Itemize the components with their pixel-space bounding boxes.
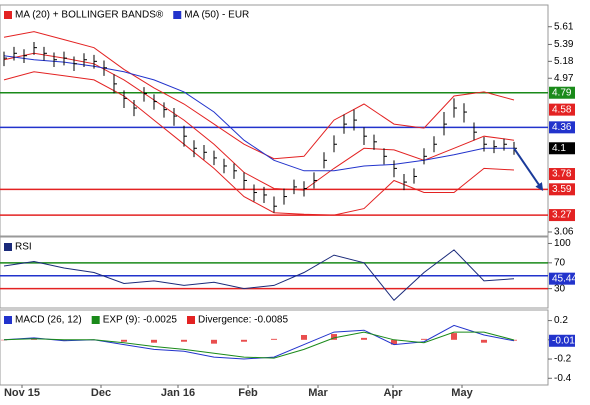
series-line bbox=[3, 249, 515, 302]
label-box bbox=[549, 272, 575, 285]
level-label: -0.01 bbox=[552, 335, 575, 346]
y-tick-label: 5.61 bbox=[554, 21, 574, 32]
divergence-bar bbox=[391, 339, 397, 345]
level-label: 4.79 bbox=[552, 87, 572, 98]
level-label: 3.78 bbox=[552, 169, 572, 180]
x-tick-label: Feb bbox=[238, 387, 258, 399]
y-tick-label: 3.06 bbox=[554, 227, 574, 238]
divergence-bar bbox=[421, 338, 427, 340]
divergence-bar bbox=[511, 339, 517, 341]
series-line bbox=[3, 331, 515, 359]
legend-label: Divergence: -0.0085 bbox=[198, 315, 288, 326]
divergence-bar bbox=[181, 339, 187, 342]
x-tick-label: Dec bbox=[91, 387, 111, 399]
y-tick-label: 5.39 bbox=[554, 39, 574, 50]
divergence-bar bbox=[481, 339, 487, 343]
forecast-arrow bbox=[513, 147, 544, 191]
y-tick-label: 70 bbox=[554, 257, 566, 268]
panel-frame bbox=[0, 236, 549, 309]
level-label: 4.58 bbox=[552, 104, 572, 115]
divergence-bar bbox=[331, 334, 337, 340]
panel-frame bbox=[0, 4, 549, 237]
upper-band bbox=[3, 31, 515, 160]
divergence-bar bbox=[31, 338, 37, 340]
series-line bbox=[3, 52, 515, 191]
label-box bbox=[549, 142, 575, 155]
y-tick-label: 100 bbox=[554, 238, 571, 249]
x-tick-label: Nov 15 bbox=[4, 387, 40, 399]
x-tick-label: May bbox=[451, 387, 473, 399]
legend-label: MACD (26, 12) bbox=[15, 315, 82, 326]
legend-label: RSI bbox=[15, 242, 32, 253]
level-label: 4.1 bbox=[552, 143, 566, 154]
y-tick-label: 30 bbox=[554, 283, 566, 294]
legend-label: MA (20) + BOLLINGER BANDS® bbox=[15, 10, 164, 21]
lower-band bbox=[3, 71, 515, 216]
label-box bbox=[549, 209, 575, 222]
label-box bbox=[549, 183, 575, 196]
divergence-bar bbox=[151, 339, 157, 343]
level-label: 4.36 bbox=[552, 122, 572, 133]
level-label: 3.27 bbox=[552, 210, 572, 221]
legend-swatch bbox=[187, 316, 195, 324]
y-tick-label: -0.2 bbox=[554, 354, 572, 365]
label-box bbox=[549, 121, 575, 134]
divergence-bar bbox=[301, 335, 307, 340]
label-box bbox=[549, 103, 575, 116]
legend-swatch bbox=[91, 316, 100, 324]
label-box bbox=[549, 168, 575, 181]
divergence-bar bbox=[451, 333, 457, 340]
divergence-bar bbox=[271, 338, 277, 340]
divergence-bar bbox=[121, 339, 127, 342]
legend-swatch bbox=[4, 243, 12, 251]
level-label: 45.44 bbox=[552, 273, 577, 284]
legend-swatch bbox=[4, 11, 12, 19]
legend-label: EXP (9): -0.0025 bbox=[103, 315, 178, 326]
label-box bbox=[549, 334, 575, 347]
divergence-bar bbox=[361, 337, 367, 340]
y-tick-label: -0.4 bbox=[554, 373, 572, 384]
legend-swatch bbox=[4, 316, 12, 324]
divergence-bar bbox=[241, 339, 247, 342]
legend-label: MA (50) - EUR bbox=[184, 10, 249, 21]
label-box bbox=[549, 86, 575, 99]
y-tick-label: 0.2 bbox=[554, 315, 568, 326]
panel-frame bbox=[0, 309, 549, 386]
legend-swatch bbox=[173, 11, 182, 19]
x-tick-label: Apr bbox=[384, 387, 404, 399]
divergence-bar bbox=[1, 339, 7, 341]
level-label: 3.59 bbox=[552, 184, 572, 195]
y-tick-label: 4.97 bbox=[554, 73, 574, 84]
y-tick-label: 5.18 bbox=[554, 56, 574, 67]
series-line bbox=[3, 55, 514, 172]
x-tick-label: Mar bbox=[308, 387, 328, 399]
x-tick-label: Jan 16 bbox=[161, 387, 195, 399]
divergence-bar bbox=[211, 339, 217, 344]
